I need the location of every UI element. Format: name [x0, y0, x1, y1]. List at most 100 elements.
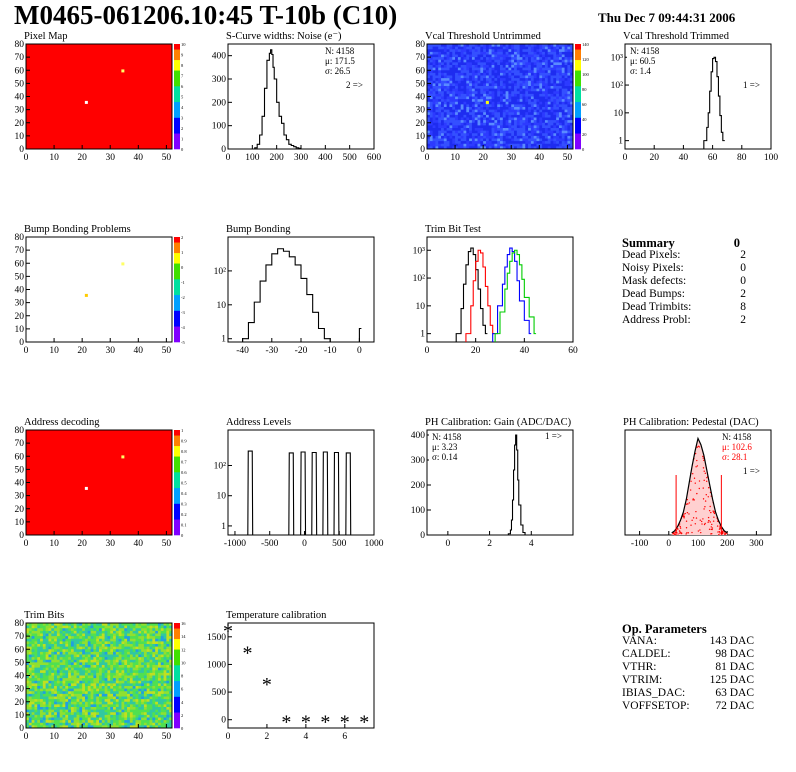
- heatmap-cell: [31, 667, 35, 671]
- heatmap-cell: [466, 80, 470, 84]
- heatmap-cell: [463, 44, 467, 47]
- heatmap-cell: [494, 128, 498, 131]
- heatmap-cell: [469, 91, 473, 95]
- heatmap-cell: [474, 114, 478, 118]
- heatmap-cell: [62, 717, 66, 721]
- heatmap-cell: [544, 143, 549, 147]
- heatmap-cell: [31, 707, 35, 710]
- pedestal-dot: [718, 531, 721, 533]
- heatmap-cell: [536, 65, 540, 68]
- heatmap-cell: [68, 672, 72, 676]
- heatmap-cell: [96, 683, 100, 687]
- heatmap-cell: [471, 112, 476, 116]
- heatmap-cell: [34, 672, 38, 676]
- heatmap-cell: [121, 683, 125, 687]
- heatmap-cell: [45, 628, 49, 632]
- heatmap-cell: [155, 686, 159, 689]
- heatmap-cell: [138, 709, 142, 713]
- heatmap-cell: [93, 670, 97, 674]
- heatmap-cell: [508, 104, 512, 108]
- heatmap-cell: [48, 641, 52, 645]
- x-tick-label: 10: [49, 346, 59, 356]
- heatmap-cell: [427, 104, 431, 108]
- plot-frame: [624, 43, 772, 150]
- heatmap-cell: [550, 59, 554, 63]
- address-peak: [300, 451, 307, 536]
- heatmap-cell: [96, 722, 100, 726]
- heatmap-cell: [522, 57, 526, 61]
- heatmap-cell: [90, 688, 94, 692]
- heatmap-cell: [488, 101, 492, 105]
- heatmap-cell: [76, 665, 80, 668]
- heatmap-cell: [491, 130, 495, 134]
- heatmap-cell: [558, 117, 563, 121]
- heatmap-cell: [544, 120, 549, 124]
- heatmap-cell: [519, 86, 523, 89]
- heatmap-cell: [157, 683, 162, 687]
- heatmap-cell: [466, 135, 470, 139]
- hot-pixel: [84, 293, 88, 297]
- heatmap-cell: [522, 83, 526, 87]
- heatmap-cell: [516, 88, 520, 92]
- heatmap-cell: [107, 651, 111, 655]
- heatmap-cell: [143, 675, 148, 679]
- heatmap-cell: [135, 709, 139, 713]
- heatmap-cell: [466, 112, 470, 116]
- heatmap-cell: [26, 704, 30, 708]
- heatmap-cell: [101, 717, 105, 721]
- pedestal-dot: [713, 512, 716, 515]
- heatmap-cell: [460, 57, 464, 61]
- stats-sigma: σ: 28.1: [722, 452, 747, 462]
- y-tick-label: 0: [221, 716, 226, 726]
- heatmap-cell: [160, 701, 164, 705]
- y-tick-label: 30: [15, 685, 25, 695]
- heatmap-cell: [516, 70, 520, 74]
- heatmap-cell: [93, 641, 97, 645]
- heatmap-cell: [435, 96, 439, 100]
- heatmap-cell: [427, 122, 431, 126]
- heatmap-cell: [40, 675, 44, 679]
- heatmap-cell: [480, 109, 484, 113]
- heatmap-cell: [101, 678, 105, 682]
- heatmap-cell: [443, 130, 447, 134]
- heatmap-cell: [539, 54, 543, 58]
- heatmap-cell: [457, 72, 461, 76]
- heatmap-cell: [460, 96, 464, 100]
- heatmap-cell: [48, 683, 52, 687]
- heatmap-cell: [519, 135, 523, 139]
- heatmap-cell: [497, 57, 501, 61]
- heatmap-cell: [152, 722, 156, 726]
- heatmap-cell: [118, 662, 122, 666]
- heatmap-cell: [536, 135, 540, 139]
- heatmap-cell: [34, 651, 38, 655]
- heatmap-cell: [157, 628, 162, 632]
- heatmap-cell: [166, 696, 170, 700]
- heatmap-cell: [542, 120, 546, 124]
- heatmap-cell: [96, 623, 100, 626]
- heatmap-cell: [455, 67, 459, 71]
- heatmap-cell: [502, 54, 506, 58]
- heatmap-cell: [84, 725, 89, 729]
- heatmap-cell: [483, 112, 487, 116]
- x-tick-label: 20: [77, 732, 87, 742]
- heatmap-cell: [121, 654, 125, 658]
- pedestal-dot: [672, 532, 675, 535]
- heatmap-cell: [516, 67, 520, 71]
- heatmap-cell: [500, 120, 504, 124]
- heatmap-cell: [528, 120, 532, 124]
- heatmap-cell: [138, 680, 142, 684]
- heatmap-cell: [427, 138, 431, 142]
- heatmap-cell: [37, 625, 41, 629]
- heatmap-cell: [497, 96, 501, 100]
- pedestal-dot: [719, 526, 721, 529]
- heatmap-cell: [553, 57, 557, 61]
- heatmap-cell: [514, 125, 518, 129]
- heatmap-cell: [37, 722, 41, 726]
- heatmap-cell: [59, 672, 63, 676]
- pedestal-dot: [695, 517, 698, 519]
- heatmap-cell: [141, 659, 145, 663]
- heatmap-cell: [505, 99, 509, 103]
- heatmap-cell: [530, 59, 534, 63]
- heatmap-cell: [79, 712, 83, 716]
- heatmap-cell: [480, 138, 484, 142]
